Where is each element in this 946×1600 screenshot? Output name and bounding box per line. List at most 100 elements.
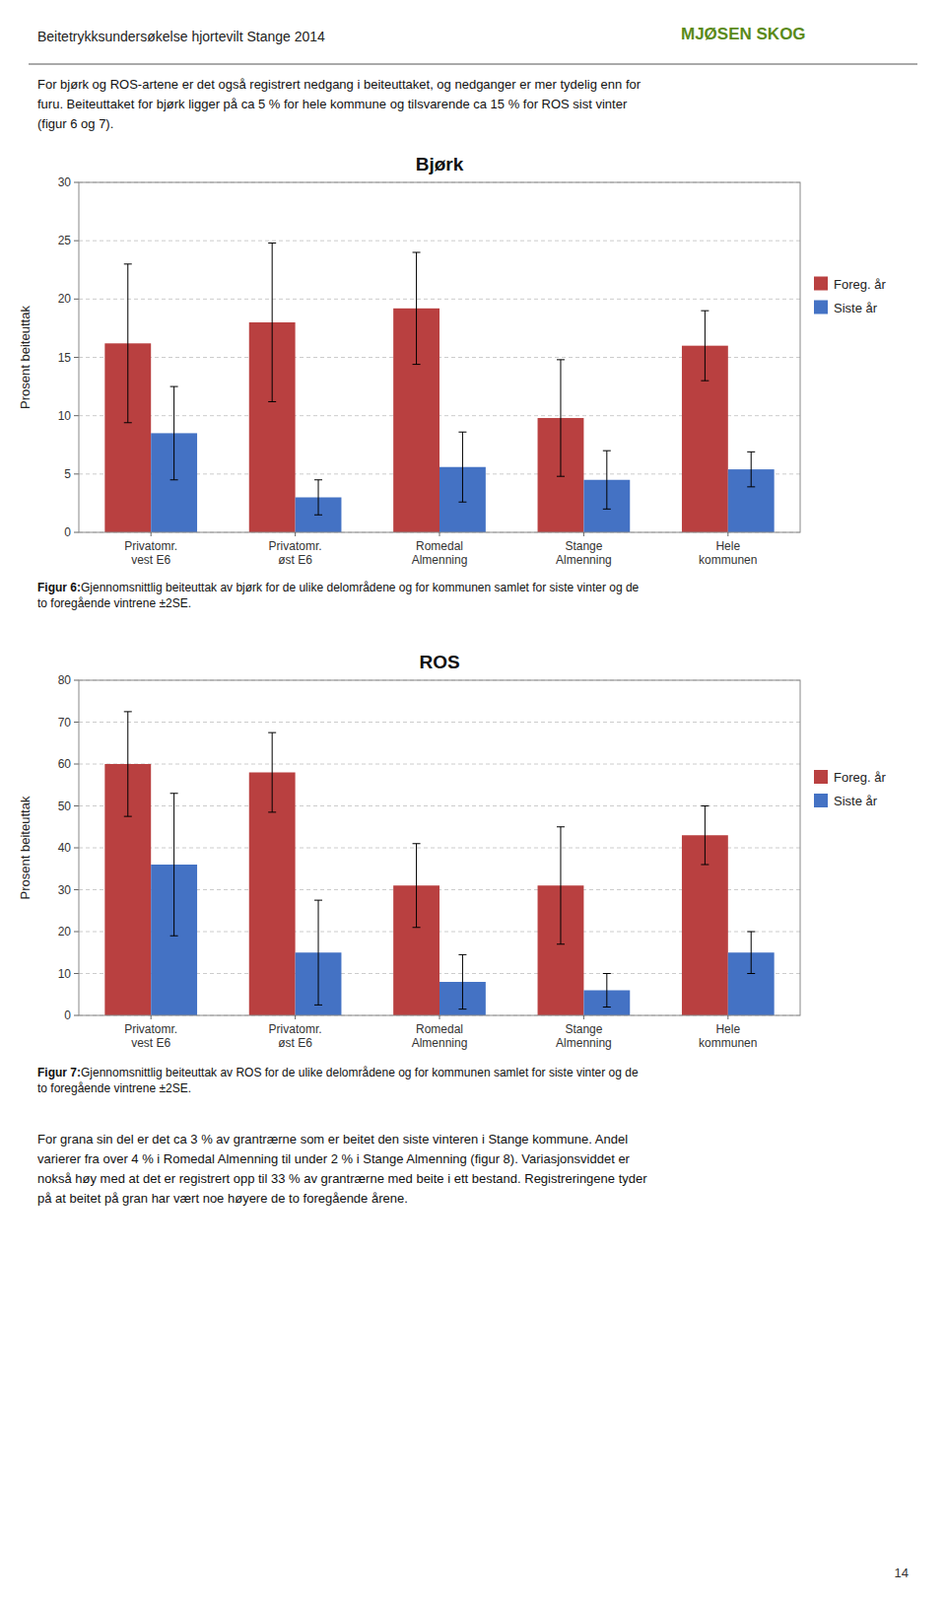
intro-line: For bjørk og ROS-artene er det også regi… bbox=[37, 76, 642, 92]
caption-label: Figur 7: bbox=[37, 1065, 81, 1080]
x-tick-label-line: Privatomr. bbox=[269, 1021, 323, 1036]
error-bar bbox=[556, 826, 565, 945]
legend-entry: Siste år bbox=[833, 793, 879, 809]
x-tick-label-line: øst E6 bbox=[277, 1035, 313, 1050]
error-bar bbox=[170, 386, 179, 480]
error-line bbox=[462, 953, 464, 1009]
x-tick-label-line: kommunen bbox=[698, 1035, 757, 1050]
plot-frame bbox=[78, 679, 801, 1015]
y-tick-label: 30 bbox=[58, 175, 72, 190]
outro-line: på at beitet på gran har vært noe høyere… bbox=[37, 1190, 408, 1206]
caption-label: Figur 6: bbox=[37, 580, 81, 595]
x-tick bbox=[150, 532, 152, 537]
intro-line: furu. Beiteuttaket for bjørk ligger på c… bbox=[37, 96, 628, 112]
error-cap bbox=[124, 710, 133, 712]
x-tick-label-line: Almenning bbox=[411, 1035, 469, 1050]
y-tick bbox=[73, 414, 79, 416]
error-bar bbox=[412, 843, 421, 928]
error-bar bbox=[458, 953, 467, 1009]
error-bar bbox=[603, 450, 611, 509]
error-line bbox=[271, 732, 273, 812]
error-cap bbox=[700, 805, 709, 807]
error-cap bbox=[603, 1006, 611, 1008]
error-line bbox=[318, 899, 320, 1005]
caption-line: to foregående vintrene ±2SE. bbox=[37, 596, 192, 610]
error-bar bbox=[314, 899, 323, 1005]
intro-line: (figur 6 og 7). bbox=[37, 116, 114, 132]
y-tick-label: 10 bbox=[58, 966, 72, 981]
error-cap bbox=[746, 931, 755, 933]
error-cap bbox=[268, 810, 276, 812]
error-cap bbox=[124, 421, 133, 423]
y-tick-label: 50 bbox=[58, 799, 72, 813]
legend-swatch bbox=[813, 300, 828, 315]
error-cap bbox=[412, 926, 421, 928]
y-tick-label: 0 bbox=[64, 525, 71, 540]
error-line bbox=[559, 826, 561, 945]
grid-line bbox=[78, 805, 801, 807]
error-line bbox=[415, 843, 417, 928]
error-bar bbox=[412, 252, 421, 365]
grid-line bbox=[78, 298, 801, 300]
error-bar bbox=[314, 479, 323, 516]
error-cap bbox=[314, 899, 323, 901]
y-tick bbox=[73, 888, 79, 890]
error-cap bbox=[170, 386, 179, 388]
x-tick-label: Helekommunen bbox=[698, 1021, 757, 1050]
error-line bbox=[127, 711, 129, 816]
error-cap bbox=[124, 815, 133, 817]
chart: Bjørk051015202530Prosent beiteuttakPriva… bbox=[17, 153, 886, 567]
y-tick-label: 25 bbox=[58, 233, 72, 248]
plot-frame bbox=[78, 182, 801, 533]
error-cap bbox=[124, 263, 133, 265]
x-tick-label: RomedalAlmenning bbox=[411, 1021, 469, 1050]
y-tick-label: 5 bbox=[64, 467, 71, 481]
error-bar bbox=[458, 431, 467, 502]
error-cap bbox=[746, 972, 755, 974]
error-cap bbox=[556, 358, 565, 360]
error-bar bbox=[746, 931, 755, 974]
error-line bbox=[704, 310, 706, 381]
error-cap bbox=[603, 450, 611, 452]
y-tick bbox=[73, 473, 79, 474]
outro-line: varierer fra over 4 % i Romedal Almennin… bbox=[37, 1150, 631, 1166]
x-tick bbox=[150, 1014, 152, 1019]
x-tick-label-line: kommunen bbox=[698, 552, 757, 567]
caption-line: to foregående vintrene ±2SE. bbox=[37, 1081, 192, 1095]
x-tick bbox=[294, 532, 296, 537]
error-line bbox=[606, 450, 608, 509]
error-cap bbox=[458, 1008, 467, 1010]
separator bbox=[28, 64, 918, 66]
y-tick bbox=[73, 679, 79, 681]
x-tick-label-line: Romedal bbox=[415, 1021, 464, 1036]
page-number: 14 bbox=[894, 1564, 909, 1580]
x-tick-label-line: Privatomr. bbox=[269, 539, 323, 553]
y-tick-label: 0 bbox=[64, 1008, 71, 1022]
legend-swatch bbox=[813, 793, 828, 808]
y-tick bbox=[73, 847, 79, 849]
error-line bbox=[462, 431, 464, 502]
y-tick-label: 70 bbox=[58, 715, 72, 730]
legend-entry: Foreg. år bbox=[833, 276, 886, 292]
x-tick-label: Privatomr.øst E6 bbox=[269, 1021, 323, 1050]
x-tick-label-line: Stange bbox=[564, 539, 603, 553]
outro-line: nokså høy med at det er registrert opp t… bbox=[37, 1170, 648, 1186]
caption-line: Gjennomsnittlig beiteuttak av ROS for de… bbox=[80, 1065, 639, 1080]
error-cap bbox=[556, 475, 565, 477]
x-tick bbox=[727, 1014, 729, 1019]
error-line bbox=[127, 264, 129, 423]
y-tick bbox=[73, 240, 79, 242]
error-line bbox=[704, 806, 706, 866]
caption-text: Gjennomsnittlig beiteuttak av ROS for de… bbox=[37, 1065, 639, 1095]
legend-entry: Foreg. år bbox=[833, 769, 886, 785]
error-cap bbox=[556, 943, 565, 945]
x-tick bbox=[439, 1014, 441, 1019]
error-cap bbox=[170, 478, 179, 480]
legend-swatch bbox=[813, 276, 828, 291]
x-tick-label-line: Hele bbox=[715, 1021, 741, 1036]
y-tick-label: 20 bbox=[58, 291, 72, 306]
y-tick bbox=[73, 721, 79, 723]
x-tick-label: Privatomr.vest E6 bbox=[124, 539, 178, 567]
x-tick-label-line: Almenning bbox=[555, 552, 612, 567]
error-cap bbox=[268, 242, 276, 244]
